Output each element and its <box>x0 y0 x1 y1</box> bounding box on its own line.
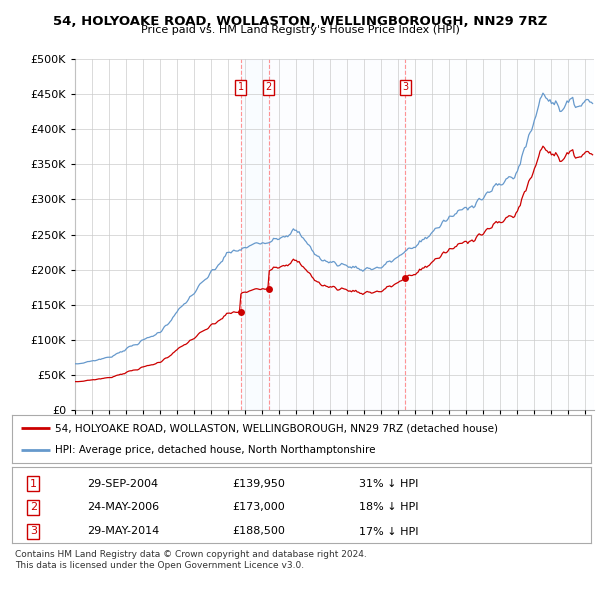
Text: £173,000: £173,000 <box>232 502 285 512</box>
Text: 24-MAY-2006: 24-MAY-2006 <box>87 502 160 512</box>
Text: 1: 1 <box>30 479 37 489</box>
Text: 1: 1 <box>238 82 244 92</box>
Text: £188,500: £188,500 <box>232 526 285 536</box>
Text: 17% ↓ HPI: 17% ↓ HPI <box>359 526 419 536</box>
Bar <box>269 59 406 410</box>
Text: 3: 3 <box>402 82 409 92</box>
Text: 31% ↓ HPI: 31% ↓ HPI <box>359 479 419 489</box>
Text: Price paid vs. HM Land Registry's House Price Index (HPI): Price paid vs. HM Land Registry's House … <box>140 25 460 35</box>
Text: 29-MAY-2014: 29-MAY-2014 <box>87 526 160 536</box>
Text: 18% ↓ HPI: 18% ↓ HPI <box>359 502 419 512</box>
Text: £139,950: £139,950 <box>232 479 285 489</box>
Text: 2: 2 <box>30 502 37 512</box>
Text: 2: 2 <box>266 82 272 92</box>
Bar <box>406 59 594 410</box>
Text: HPI: Average price, detached house, North Northamptonshire: HPI: Average price, detached house, Nort… <box>55 445 376 455</box>
Text: 3: 3 <box>30 526 37 536</box>
Text: This data is licensed under the Open Government Licence v3.0.: This data is licensed under the Open Gov… <box>15 560 304 569</box>
Text: 54, HOLYOAKE ROAD, WOLLASTON, WELLINGBOROUGH, NN29 7RZ: 54, HOLYOAKE ROAD, WOLLASTON, WELLINGBOR… <box>53 15 547 28</box>
Text: 29-SEP-2004: 29-SEP-2004 <box>87 479 158 489</box>
Bar <box>241 59 269 410</box>
Text: Contains HM Land Registry data © Crown copyright and database right 2024.: Contains HM Land Registry data © Crown c… <box>15 550 367 559</box>
Text: 54, HOLYOAKE ROAD, WOLLASTON, WELLINGBOROUGH, NN29 7RZ (detached house): 54, HOLYOAKE ROAD, WOLLASTON, WELLINGBOR… <box>55 423 499 433</box>
